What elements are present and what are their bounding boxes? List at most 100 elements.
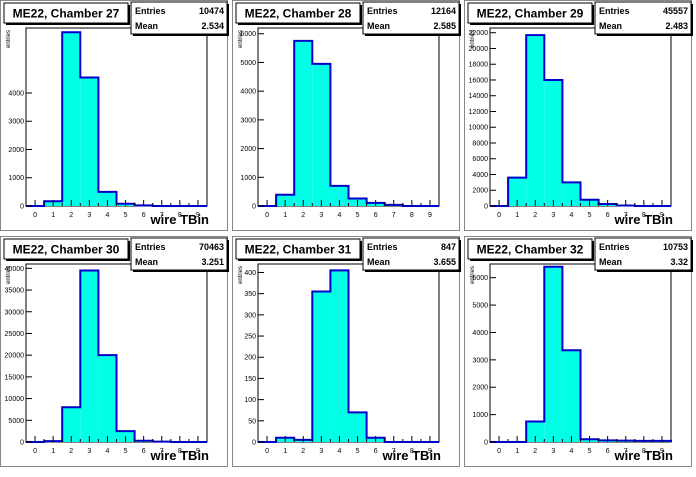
stats-mean-label: Mean — [135, 257, 158, 267]
x-tick-label: 1 — [515, 448, 519, 455]
x-tick-label: 4 — [337, 212, 341, 219]
y-tick-label: 16000 — [469, 77, 489, 84]
x-tick-label: 4 — [569, 212, 573, 219]
y-tick-label: 3000 — [8, 119, 24, 126]
x-axis-label: wire TBin — [381, 448, 441, 463]
y-tick-label: 1000 — [240, 175, 256, 182]
y-tick-label: 2000 — [240, 146, 256, 153]
stats-entries-label: Entries — [599, 6, 630, 16]
stats-entries-value: 10753 — [663, 242, 688, 252]
y-tick-label: 6000 — [472, 156, 488, 163]
histogram-bar — [98, 355, 116, 442]
x-tick-label: 1 — [51, 212, 55, 219]
stats-entries-label: Entries — [135, 6, 166, 16]
y-tick-label: 3000 — [240, 117, 256, 124]
y-tick-label: 20000 — [5, 353, 25, 360]
x-tick-label: 6 — [374, 212, 378, 219]
chart-title: ME22, Chamber 32 — [477, 243, 584, 257]
x-tick-label: 3 — [551, 212, 555, 219]
chart-title: ME22, Chamber 28 — [245, 7, 352, 21]
stats-mean-label: Mean — [367, 257, 390, 267]
x-tick-label: 4 — [105, 448, 109, 455]
y-axis-label: entries — [6, 266, 12, 284]
y-tick-label: 18000 — [469, 62, 489, 69]
x-tick-label: 5 — [356, 448, 360, 455]
y-tick-label: 250 — [244, 334, 256, 341]
y-axis-label: entries — [238, 30, 244, 48]
y-tick-label: 3000 — [472, 357, 488, 364]
stats-mean-value: 3.32 — [670, 257, 688, 267]
stats-mean-value: 2.585 — [433, 21, 456, 31]
y-tick-label: 10000 — [5, 396, 25, 403]
stats-mean-value: 3.655 — [433, 257, 456, 267]
x-tick-label: 4 — [105, 212, 109, 219]
x-axis-label: wire TBin — [613, 212, 673, 227]
y-tick-label: 15000 — [5, 374, 25, 381]
x-axis-label: wire TBin — [149, 212, 209, 227]
x-tick-label: 1 — [283, 448, 287, 455]
chart-title: ME22, Chamber 31 — [245, 243, 352, 257]
y-tick-label: 200 — [244, 355, 256, 362]
x-tick-label: 5 — [356, 212, 360, 219]
y-tick-label: 4000 — [472, 172, 488, 179]
histogram-bar — [294, 41, 312, 206]
x-tick-label: 3 — [551, 448, 555, 455]
x-tick-label: 6 — [142, 448, 146, 455]
y-tick-label: 5000 — [240, 60, 256, 67]
y-axis-label: entries — [238, 266, 244, 284]
stats-entries-value: 10474 — [199, 6, 224, 16]
y-tick-label: 350 — [244, 291, 256, 298]
x-tick-label: 2 — [69, 448, 73, 455]
y-tick-label: 4000 — [8, 90, 24, 97]
y-tick-label: 0 — [252, 440, 256, 447]
y-tick-label: 300 — [244, 312, 256, 319]
stats-entries-value: 70463 — [199, 242, 224, 252]
y-tick-label: 30000 — [5, 309, 25, 316]
y-tick-label: 8000 — [472, 140, 488, 147]
y-axis-label: entries — [470, 266, 476, 284]
stats-entries-label: Entries — [367, 6, 398, 16]
stats-mean-label: Mean — [599, 257, 622, 267]
y-tick-label: 2000 — [472, 188, 488, 195]
stats-entries-label: Entries — [599, 242, 630, 252]
x-tick-label: 2 — [301, 212, 305, 219]
x-tick-label: 0 — [497, 212, 501, 219]
stats-mean-label: Mean — [599, 21, 622, 31]
y-tick-label: 4000 — [472, 330, 488, 337]
histogram-bar — [330, 270, 348, 442]
x-tick-label: 5 — [588, 212, 592, 219]
x-tick-label: 6 — [606, 448, 610, 455]
x-tick-label: 9 — [428, 212, 432, 219]
stats-mean-value: 2.534 — [201, 21, 224, 31]
x-tick-label: 2 — [533, 212, 537, 219]
histogram-bar — [62, 32, 80, 206]
y-tick-label: 4000 — [240, 89, 256, 96]
y-tick-label: 0 — [484, 204, 488, 211]
y-tick-label: 5000 — [8, 418, 24, 425]
x-tick-label: 1 — [51, 448, 55, 455]
y-tick-label: 400 — [244, 270, 256, 277]
y-tick-label: 0 — [484, 440, 488, 447]
x-tick-label: 3 — [319, 448, 323, 455]
x-tick-label: 6 — [142, 212, 146, 219]
y-tick-label: 0 — [252, 204, 256, 211]
y-tick-label: 12000 — [469, 109, 489, 116]
histogram-bar — [312, 292, 330, 442]
x-tick-label: 5 — [124, 212, 128, 219]
x-tick-label: 1 — [283, 212, 287, 219]
y-tick-label: 25000 — [5, 331, 25, 338]
histogram-bar — [80, 271, 98, 442]
y-tick-label: 0 — [20, 204, 24, 211]
y-tick-label: 1000 — [8, 175, 24, 182]
x-tick-label: 0 — [265, 448, 269, 455]
